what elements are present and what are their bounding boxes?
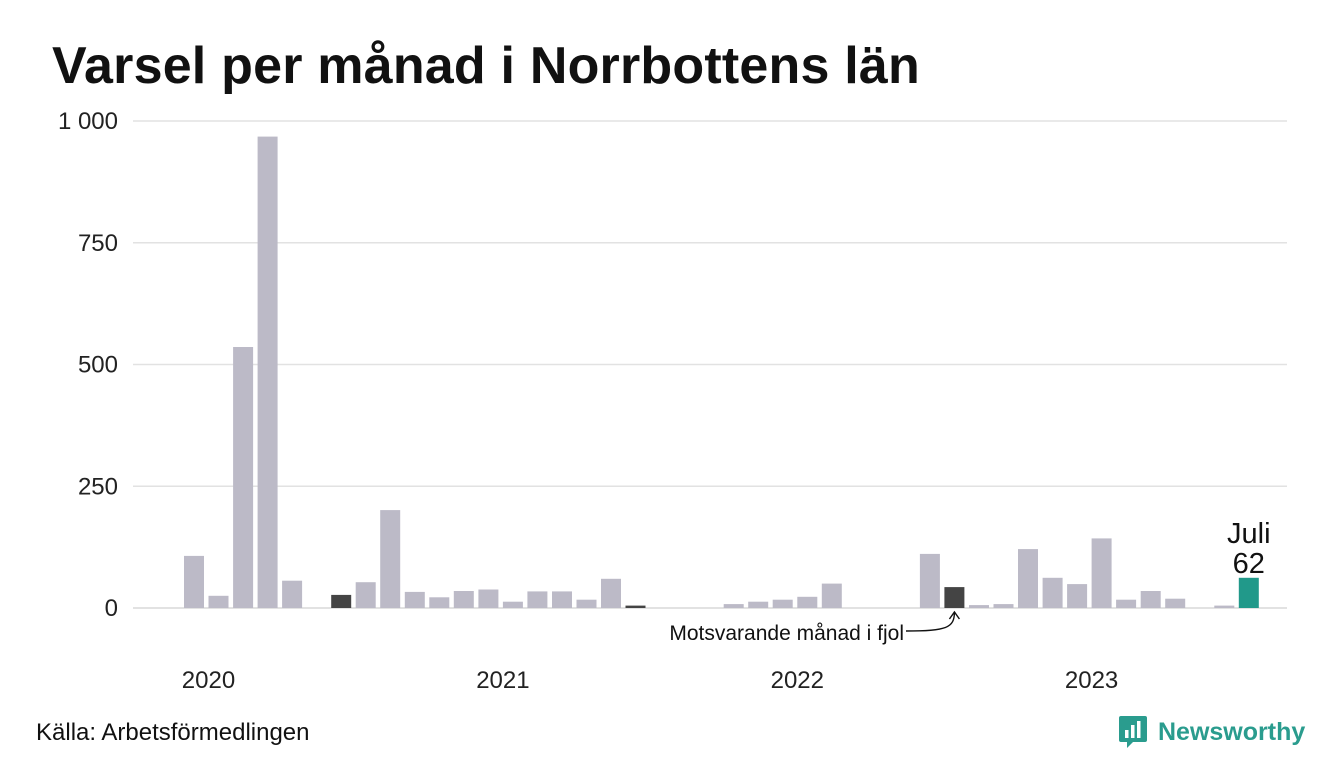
bar-same-month-last-year <box>331 594 352 608</box>
y-tick-label: 250 <box>78 473 118 500</box>
newsworthy-logo[interactable]: Newsworthy <box>1118 714 1305 750</box>
bar <box>1042 577 1063 608</box>
bar <box>527 591 548 608</box>
bar <box>502 601 523 608</box>
bar <box>1165 598 1186 608</box>
bar <box>1116 599 1137 608</box>
bar <box>478 589 499 608</box>
bar <box>969 605 989 608</box>
bar <box>380 510 401 608</box>
newsworthy-logo-icon <box>1119 716 1147 748</box>
bar <box>233 347 254 608</box>
bar <box>919 553 940 608</box>
bar <box>1091 538 1112 608</box>
bar <box>257 136 278 608</box>
bar-highlight <box>1238 577 1259 608</box>
annotation-arrow <box>905 611 956 632</box>
bar <box>821 583 842 608</box>
bar <box>772 599 793 608</box>
bar <box>1067 584 1088 608</box>
bar <box>748 601 769 608</box>
bar <box>282 580 303 608</box>
bars <box>184 136 1259 608</box>
chart-title: Varsel per månad i Norrbottens län <box>52 37 920 95</box>
source-note: Källa: Arbetsförmedlingen <box>36 719 310 746</box>
y-tick-label: 1 000 <box>58 108 118 135</box>
bar <box>576 599 597 608</box>
bar <box>429 597 450 608</box>
highlight-month-label: Juli <box>1227 518 1271 550</box>
x-tick-label: 2023 <box>1065 667 1118 694</box>
bar <box>797 596 818 608</box>
highlight-value-label: 62 <box>1233 548 1265 580</box>
bar <box>208 595 229 608</box>
y-tick-label: 0 <box>105 595 118 622</box>
bar <box>453 591 474 608</box>
bar <box>552 591 572 608</box>
x-axis: 2020 2021 2022 2023 <box>182 667 1118 694</box>
x-tick-label: 2020 <box>182 667 235 694</box>
bar <box>404 591 425 608</box>
x-tick-label: 2022 <box>771 667 824 694</box>
gridlines <box>133 120 1287 609</box>
y-axis: 0 250 500 750 1 000 <box>58 108 118 622</box>
brand-name: Newsworthy <box>1158 717 1306 746</box>
bar <box>993 604 1014 608</box>
bar <box>355 582 376 608</box>
bar <box>1140 591 1161 608</box>
bar <box>1214 605 1235 608</box>
bar <box>723 604 744 608</box>
annotation-text: Motsvarande månad i fjol <box>669 622 904 645</box>
annotations: Motsvarande månad i fjol Juli 62 <box>669 518 1270 645</box>
annotation-arrowhead <box>948 610 960 620</box>
y-tick-label: 500 <box>78 352 118 379</box>
bar-same-month-last-year <box>944 587 965 608</box>
bar <box>1018 549 1038 608</box>
x-tick-label: 2021 <box>476 667 529 694</box>
y-tick-label: 750 <box>78 230 118 257</box>
bar <box>601 578 621 608</box>
bar <box>184 555 204 608</box>
bar-same-month-last-year <box>625 605 646 608</box>
